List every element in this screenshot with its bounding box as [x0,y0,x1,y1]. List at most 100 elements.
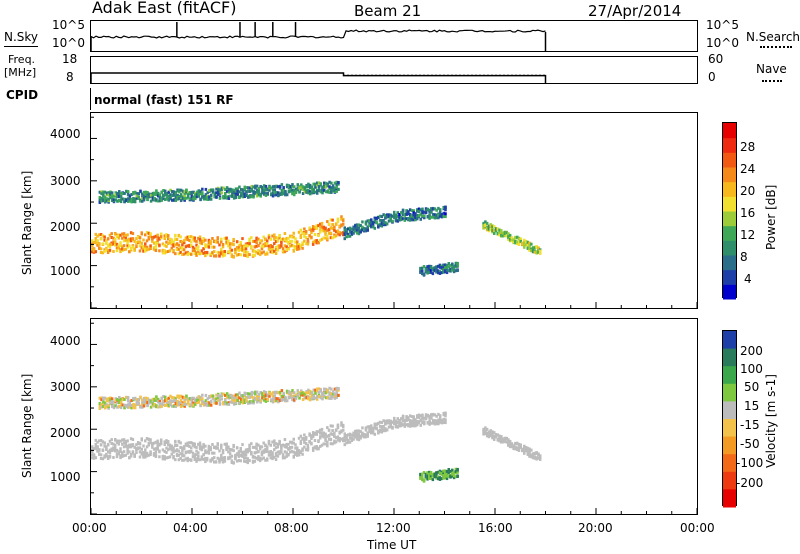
power-cell-upper-band [308,190,312,194]
velocity-cell-main-band [336,424,340,428]
power-cell-main-band [129,247,133,251]
velocity-colorbar-segment [723,348,736,367]
power-cell-late-tilt [412,209,415,213]
velocity-cell-main-band [126,451,129,455]
velocity-cell-cluster [440,472,443,476]
velocity-cell-upper-band [208,403,211,407]
velocity-cell-cluster [426,477,429,481]
power-cell-late-tilt [412,213,415,217]
velocity-cell-upper-band [227,396,231,400]
power-cell-main-band [209,240,212,244]
freq-unit-label: [MHz] [4,66,37,79]
velocity-cell-descending [517,448,521,452]
power-cell-main-band [333,233,336,237]
velocity-cell-upper-band [102,405,105,409]
velocity-cell-upper-band [194,402,197,406]
velocity-cell-main-band [205,456,209,460]
velocity-cell-main-band [99,443,103,447]
power-cell-upper-band [234,190,238,194]
velocity-cell-main-band [211,442,214,446]
power-cell-main-band [212,250,216,254]
power-cell-main-band [106,249,110,253]
power-cell-late-tilt [412,211,415,215]
velocity-cell-upper-band [188,396,192,400]
power-cell-main-band [221,253,225,257]
power-cell-late-tilt [387,219,391,223]
velocity-cell-main-band [227,450,230,454]
power-cell-main-band [287,247,290,251]
velocity-cell-upper-band [252,398,255,402]
power-cell-upper-band [126,199,130,203]
velocity-cell-main-band [220,456,223,460]
velocity-cell-main-band [211,457,214,461]
power-cell-upper-band [123,191,126,195]
velocity-cell-upper-band [331,395,335,399]
power-cell-main-band [239,243,242,247]
velocity-cell-upper-band [321,397,324,401]
velocity-cell-upper-band [114,399,117,403]
power-cell-upper-band [310,188,314,192]
power-cell-upper-band [239,194,243,198]
power-cell-main-band [103,238,106,242]
power-cell-main-band [106,244,110,248]
power-cell-upper-band [287,189,291,193]
power-cell-late-tilt [415,208,419,212]
velocity-cell-upper-band [135,400,139,404]
velocity-cell-descending [531,456,535,460]
power-cell-late-tilt [442,211,445,215]
power-cell-descending [533,250,537,254]
power-cell-main-band [119,233,122,237]
power-cell-upper-band [289,185,292,189]
velocity-ytick: 3000 [50,380,81,394]
velocity-cell-main-band [258,447,262,451]
velocity-cell-main-band [144,439,147,443]
velocity-cell-main-band [315,432,318,436]
power-cell-main-band [299,234,303,238]
power-cell-upper-band [100,192,103,196]
power-cell-upper-band [102,190,105,194]
power-cell-main-band [124,247,128,251]
power-cell-late-tilt [387,214,391,218]
power-cell-upper-band [204,187,208,191]
velocity-cell-main-band [99,453,103,457]
power-cell-late-tilt [354,226,357,230]
power-cell-upper-band [209,197,213,201]
velocity-cell-upper-band [285,399,289,403]
power-cell-main-band [191,245,195,249]
velocity-cell-upper-band [119,404,123,408]
power-cell-cluster [456,268,459,272]
velocity-cell-upper-band [310,391,314,395]
power-cell-upper-band [259,194,262,198]
power-cell-main-band [280,239,283,243]
power-cell-upper-band [206,197,209,201]
power-cell-upper-band [158,199,162,203]
velocity-cell-late-tilt [428,419,431,423]
power-cell-late-tilt [414,212,417,216]
velocity-cell-upper-band [144,396,148,400]
velocity-cell-upper-band [158,401,162,405]
velocity-cell-main-band [212,460,216,464]
power-cell-upper-band [199,198,202,202]
velocity-cell-upper-band [234,401,238,405]
velocity-cell-late-tilt [382,428,385,432]
power-cell-upper-band [284,189,287,193]
frequency-line [90,72,547,83]
velocity-cb-tick: 100 [740,362,763,376]
velocity-cell-upper-band [300,392,303,396]
power-cell-late-tilt [347,227,350,231]
power-cell-cluster [424,268,428,272]
velocity-cell-main-band [301,452,304,456]
power-cell-main-band [145,248,149,252]
velocity-cell-upper-band [315,397,319,401]
velocity-cell-main-band [207,444,211,448]
power-cell-upper-band [202,194,206,198]
power-cell-cluster [436,271,440,275]
velocity-cell-main-band [326,443,329,447]
power-cell-main-band [285,248,288,252]
velocity-cell-late-tilt [377,421,380,425]
velocity-cell-cluster [447,471,451,475]
power-cell-descending [531,246,535,250]
velocity-cell-upper-band [125,395,128,399]
power-cell-upper-band [268,185,271,189]
power-cell-late-tilt [343,232,346,236]
